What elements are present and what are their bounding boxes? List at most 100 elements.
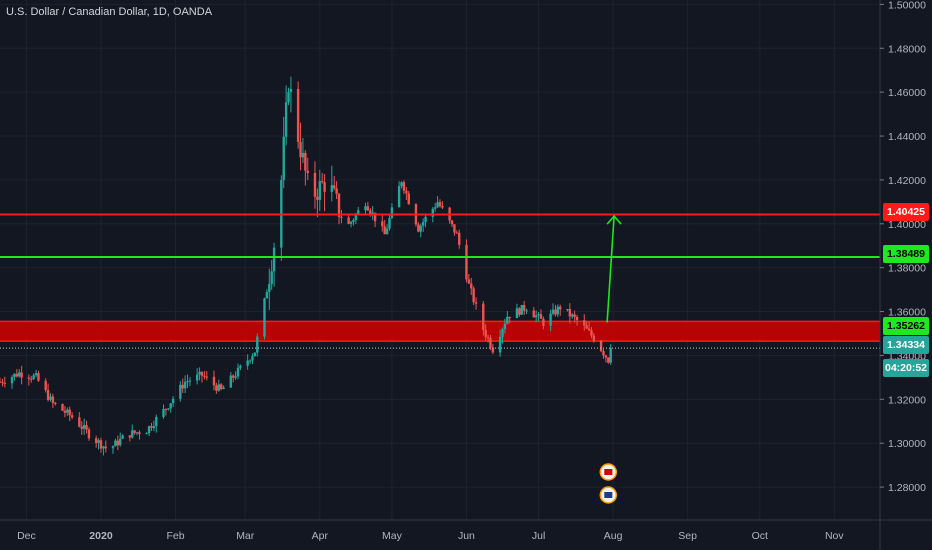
candle-body <box>455 232 459 234</box>
candle <box>263 297 266 340</box>
flag-icon <box>604 492 613 498</box>
price-axis-label: 1.38000 <box>888 263 926 275</box>
candle-body <box>484 329 487 337</box>
candle <box>421 218 425 232</box>
candle <box>397 181 401 208</box>
candle <box>97 438 100 450</box>
price-axis-label: 1.36000 <box>888 307 926 319</box>
candle-body <box>486 336 490 339</box>
candle <box>433 202 437 212</box>
candle-body <box>472 288 475 303</box>
candle <box>70 412 74 420</box>
price-badge-resistance: 1.40425 <box>883 203 929 221</box>
candle-body <box>436 202 439 208</box>
candle <box>203 371 206 380</box>
candle <box>169 403 172 413</box>
candle-body <box>549 313 552 326</box>
candle <box>474 297 478 310</box>
candle <box>551 303 555 316</box>
candle <box>486 334 490 343</box>
candle-body <box>236 367 240 377</box>
candle-body <box>97 440 100 443</box>
candle-body <box>385 228 389 235</box>
candle-body <box>491 347 495 353</box>
time-axis-label: 2020 <box>89 530 113 542</box>
candle <box>383 219 386 235</box>
candle-body <box>102 446 105 449</box>
candle-body <box>534 315 538 318</box>
price-axis-label: 1.32000 <box>888 394 926 406</box>
candle-body <box>320 181 324 183</box>
candle-body <box>489 338 492 348</box>
candle-body <box>61 404 64 411</box>
time-axis: Dec 2020 Feb Mar Apr May Jun Jul Aug Sep Oct Nov <box>0 519 932 542</box>
candle <box>316 188 319 218</box>
candle <box>508 316 511 324</box>
candle-body <box>571 314 574 317</box>
candle <box>34 369 38 377</box>
candle-body <box>539 314 543 319</box>
candle <box>61 403 64 412</box>
candle <box>566 308 569 312</box>
candle <box>381 215 384 232</box>
candle-body <box>467 279 471 284</box>
candle-body <box>284 102 288 137</box>
candle <box>68 406 71 422</box>
candle <box>87 427 91 441</box>
candle <box>609 344 612 365</box>
candle-body <box>1 381 4 383</box>
candle-body <box>234 376 237 378</box>
candle-body <box>70 415 74 418</box>
candle <box>272 242 276 287</box>
candle-body <box>152 426 156 428</box>
candle <box>20 365 23 385</box>
price-axis-label: 1.50000 <box>888 0 926 11</box>
candle <box>200 371 204 383</box>
candle <box>400 181 403 189</box>
candle-body <box>296 88 300 142</box>
candle-body <box>431 208 434 217</box>
candle <box>299 122 302 171</box>
candle <box>205 371 208 381</box>
candle-body <box>568 308 572 317</box>
candle <box>102 445 105 456</box>
candle <box>234 371 237 380</box>
candle <box>94 435 98 448</box>
candle <box>131 424 134 439</box>
time-axis-label: May <box>382 530 403 542</box>
candle <box>503 318 507 334</box>
candle-body <box>37 373 40 381</box>
candle-body <box>323 182 326 192</box>
candle <box>195 368 199 385</box>
candle-body <box>424 216 427 222</box>
candle-body <box>417 224 420 232</box>
candle <box>573 310 576 323</box>
candle <box>532 307 535 318</box>
candle <box>220 383 223 391</box>
time-axis-label: Nov <box>825 530 844 542</box>
candle-body <box>371 212 374 214</box>
candle-body <box>217 384 220 391</box>
candle-body <box>556 306 560 315</box>
candle <box>44 378 47 393</box>
candle <box>215 382 218 394</box>
candle-body <box>10 377 14 384</box>
candle <box>284 85 288 146</box>
candle <box>318 169 321 211</box>
candle-body <box>94 438 98 443</box>
candle <box>489 335 492 351</box>
candle <box>147 425 151 437</box>
candle-body <box>270 271 273 285</box>
candle <box>364 202 367 214</box>
candle <box>313 161 317 209</box>
time-axis-label: Jul <box>532 530 545 542</box>
candle-body <box>465 244 468 280</box>
candle <box>251 353 254 365</box>
candle <box>419 223 422 238</box>
candle-body <box>287 92 290 103</box>
candle-body <box>515 308 519 319</box>
candle <box>568 303 572 324</box>
price-badge-support: 1.38489 <box>883 245 929 263</box>
candle <box>405 186 408 201</box>
